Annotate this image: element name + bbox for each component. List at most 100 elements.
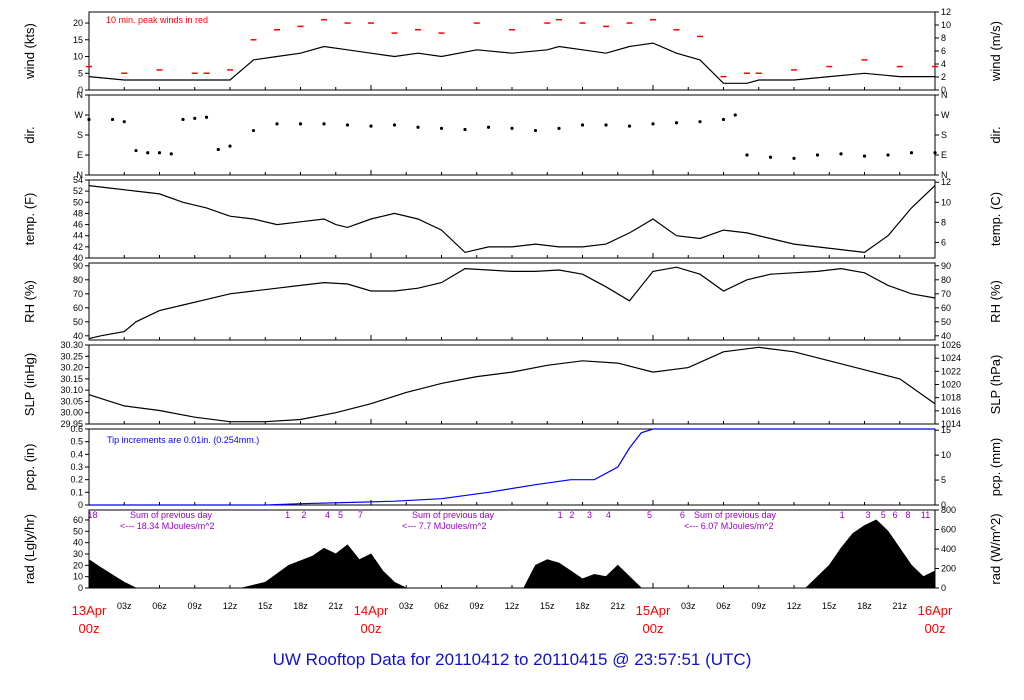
rad-area [88,519,936,589]
rad-ytick-label-right: 800 [941,505,956,515]
temp-ytick-label-right: 10 [941,197,951,207]
pcp-day-label: 4 [325,510,330,520]
dir-point [322,122,326,126]
pcp-day-label: 1 [558,510,563,520]
slp-ylabel-right: SLP (hPa) [988,355,1003,415]
slp-series-line [88,346,936,423]
rad-ylabel-right: rad (W/m^2) [988,513,1003,584]
dir-point [933,151,937,155]
dir-point [580,123,585,127]
rad-ytick-label-left: 30 [73,549,83,559]
pcp-ytick-label-left: 0.1 [70,487,83,497]
dir-point [792,156,796,160]
x-date-label: 14Apr [354,603,389,618]
wind-ytick-label-left: 10 [73,52,83,62]
dir-ytick-label-left: N [77,170,84,180]
rad-annotation-line1: Sum of previous day [412,510,495,520]
wind-series-line [88,42,935,84]
wind-ytick-label-right: 6 [941,46,946,56]
rad-ytick-label-left: 40 [73,538,83,548]
x-tick-label: 09z [187,601,202,611]
pcp-day-label: 5 [338,510,343,520]
temp-ytick-label-left: 40 [73,253,83,263]
x-date-label: 13Apr [72,603,107,618]
dir-ytick-label-left: S [77,130,83,140]
dir-point [862,154,867,158]
rh-ytick-label-right: 50 [941,317,951,327]
rad-ytick-label-left: 0 [78,583,83,593]
dir-point [604,123,608,127]
pcp-ytick-label-left: 0.4 [70,449,83,459]
wind-ytick-label-right: 4 [941,59,946,69]
x-date-time-label: 00z [361,621,382,636]
dir-point [392,123,397,127]
x-tick-label: 15z [258,601,273,611]
x-tick-label: 09z [751,601,766,611]
temp-ylabel-right: temp. (C) [988,192,1003,246]
rh-ytick-label-right: 60 [941,303,951,313]
dir-frame [88,94,936,176]
x-tick-label: 21z [610,601,625,611]
dir-point [909,151,914,155]
pcp-day-label: 6 [680,510,685,520]
rh-ytick-label-left: 80 [73,275,83,285]
x-tick-label: 15z [540,601,555,611]
slp-frame [88,344,936,425]
dir-point [298,122,303,126]
pcp-annotation: Tip increments are 0.01in. (0.254mm.) [107,435,259,445]
rh-frame [88,262,936,341]
slp-ytick-label-right: 1018 [941,393,961,403]
pcp-day-label: 3 [587,510,592,520]
dir-point [627,124,632,128]
temp-ytick-label-left: 54 [73,175,83,185]
dir-ytick-label-left: W [75,110,84,120]
slp-ytick-label-left: 30.25 [60,351,83,361]
dir-point [369,124,373,128]
rh-ytick-label-left: 70 [73,289,83,299]
pcp-day-label: 18 [88,510,98,520]
dir-point [134,148,138,153]
rad-ytick-label-right: 0 [941,583,946,593]
x-date-label: 15Apr [636,603,671,618]
x-tick-label: 12z [505,601,520,611]
dir-point [651,122,655,126]
dir-point [87,117,91,122]
slp-ytick-label-right: 1014 [941,419,961,429]
x-tick-label: 03z [399,601,414,611]
chart-title: UW Rooftop Data for 20110412 to 20110415… [272,650,752,669]
pcp-day-label: 1 [285,510,290,520]
wind-ytick-label-left: 15 [73,35,83,45]
rad-ytick-label-right: 200 [941,564,956,574]
rad-ylabel-left: rad (Lgly/hr) [22,514,37,584]
rh-ylabel-right: RH (%) [988,280,1003,323]
slp-ytick-label-right: 1022 [941,366,961,376]
x-tick-label: 03z [681,601,696,611]
pcp-day-label: 5 [881,510,886,520]
dir-point [510,126,514,130]
dir-point [146,151,150,155]
rh-ytick-label-right: 90 [941,261,951,271]
rh-ytick-label-right: 70 [941,289,951,299]
x-tick-label: 06z [434,601,449,611]
pcp-ylabel-left: pcp. (in) [22,444,37,491]
dir-ytick-label-right: N [941,170,948,180]
pcp-series-line [89,428,935,506]
rh-ytick-label-left: 50 [73,317,83,327]
wind-ylabel-right: wind (m/s) [988,21,1003,82]
slp-ytick-label-left: 30.15 [60,374,83,384]
dir-ytick-label-left: E [77,150,83,160]
dir-point [486,125,491,129]
wind-ytick-label-right: 8 [941,33,946,43]
x-date-label: 16Apr [918,603,953,618]
dir-ytick-label-right: N [941,90,948,100]
slp-ytick-label-right: 1020 [941,380,961,390]
dir-point [721,117,726,122]
wind-ytick-label-right: 0 [941,85,946,95]
dir-point [110,117,115,122]
rad-ytick-label-left: 10 [73,572,83,582]
slp-ytick-label-right: 1024 [941,353,961,363]
dir-point [463,127,467,132]
dir-point [533,128,538,133]
pcp-day-label: 11 [921,510,930,520]
temp-ytick-label-left: 50 [73,197,83,207]
